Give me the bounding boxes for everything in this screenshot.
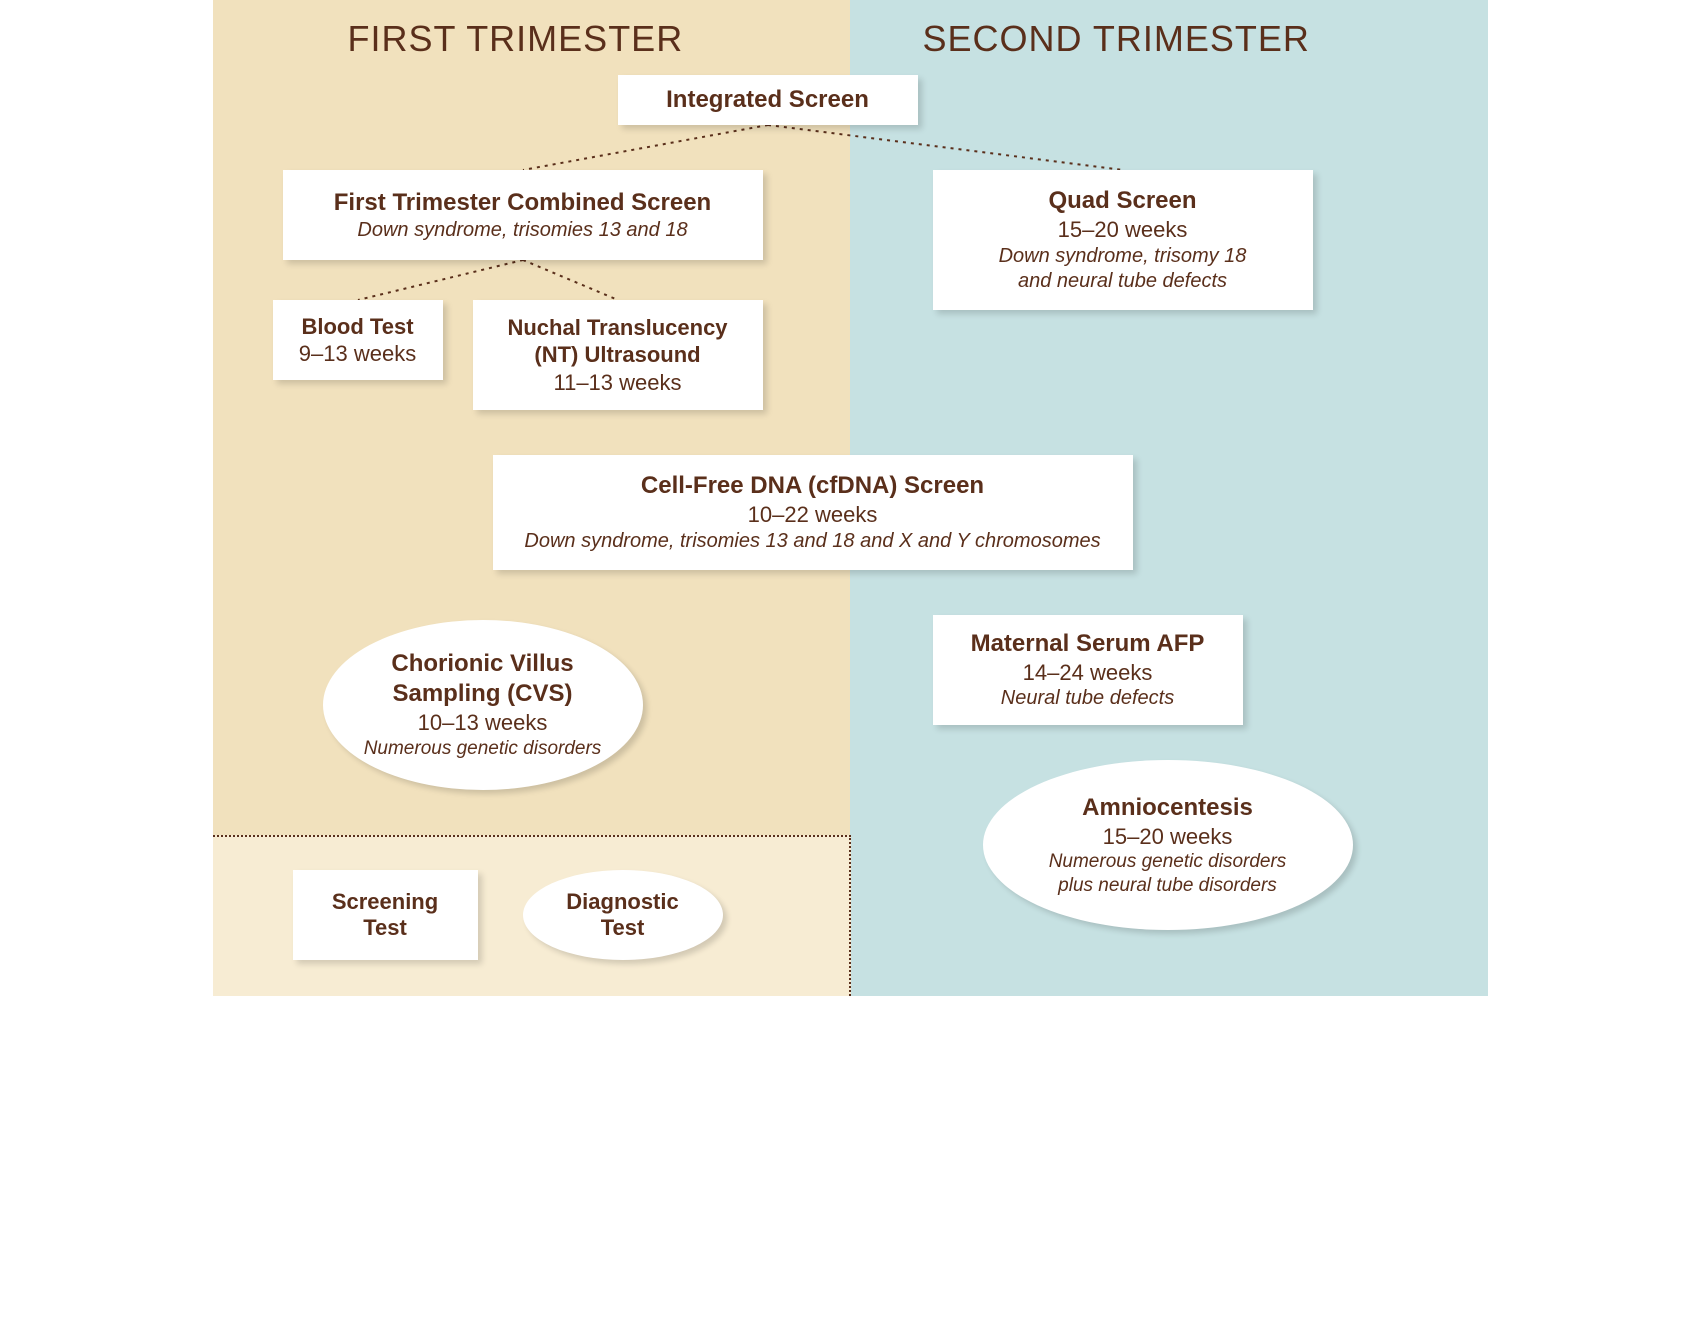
- header-second-trimester: SECOND TRIMESTER: [923, 18, 1310, 60]
- node-afp: Maternal Serum AFP14–24 weeksNeural tube…: [933, 615, 1243, 725]
- node-cvs: Chorionic VillusSampling (CVS)10–13 week…: [323, 620, 643, 790]
- diagram-canvas: FIRST TRIMESTER SECOND TRIMESTER Integra…: [213, 0, 1488, 996]
- header-first-trimester: FIRST TRIMESTER: [348, 18, 684, 60]
- node-cfdna: Cell-Free DNA (cfDNA) Screen10–22 weeksD…: [493, 455, 1133, 570]
- legend-diagnostic-label: DiagnosticTest: [566, 889, 678, 942]
- node-quad: Quad Screen15–20 weeksDown syndrome, tri…: [933, 170, 1313, 310]
- node-amnio: Amniocentesis15–20 weeksNumerous genetic…: [983, 760, 1353, 930]
- legend-screening-label: ScreeningTest: [293, 889, 478, 942]
- node-blood: Blood Test9–13 weeks: [273, 300, 443, 380]
- node-integrated: Integrated Screen: [618, 75, 918, 125]
- node-nuchal: Nuchal Translucency(NT) Ultrasound11–13 …: [473, 300, 763, 410]
- legend-screening-test: ScreeningTest: [293, 870, 478, 960]
- node-first_combined: First Trimester Combined ScreenDown synd…: [283, 170, 763, 260]
- legend-diagnostic-test: DiagnosticTest: [523, 870, 723, 960]
